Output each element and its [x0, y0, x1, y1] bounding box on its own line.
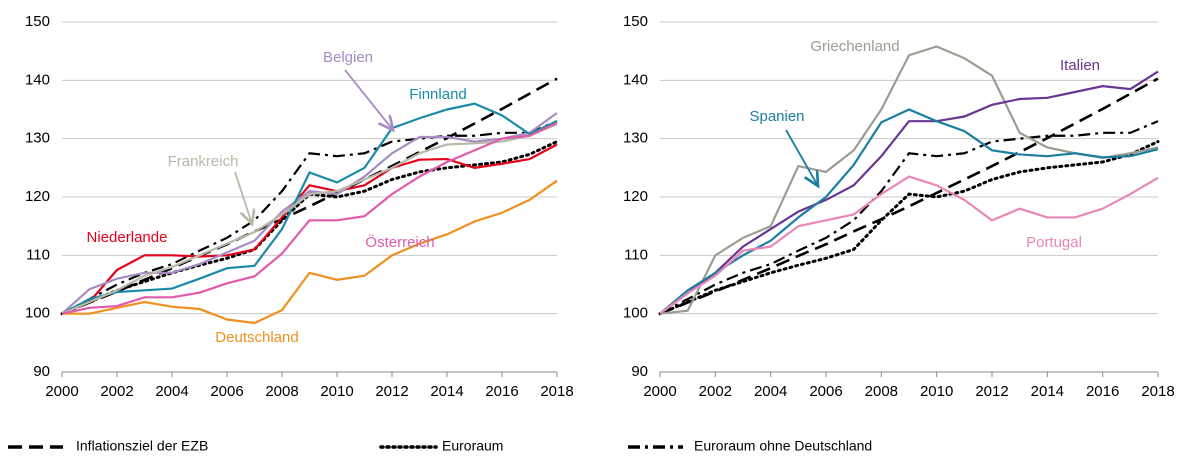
series-label: Niederlande [87, 229, 168, 246]
x-tick-label: 2012 [975, 383, 1008, 400]
label-arrow [785, 129, 818, 186]
legend-label: Euroraum [442, 438, 503, 454]
series-line [61, 112, 558, 315]
series-line [61, 143, 558, 315]
series-label: Frankreich [168, 153, 239, 170]
legend-label: Inflationsziel der EZB [76, 438, 208, 454]
series-line [659, 70, 1159, 315]
series-label: Österreich [365, 233, 434, 251]
x-tick-label: 2014 [430, 383, 463, 400]
x-tick-label: 2018 [1141, 383, 1174, 400]
x-tick-label: 2016 [1086, 383, 1119, 400]
y-tick-label: 110 [26, 246, 50, 263]
series-line [61, 102, 558, 315]
y-tick-label: 100 [25, 305, 50, 322]
x-tick-label: 2004 [155, 383, 188, 400]
series-line [659, 45, 1159, 315]
y-tick-label: 90 [631, 363, 648, 380]
series-line [659, 108, 1159, 315]
y-tick-label: 130 [25, 130, 50, 147]
x-tick-label: 2016 [485, 383, 518, 400]
y-tick-label: 150 [623, 13, 648, 30]
y-tick-label: 110 [624, 246, 648, 263]
x-tick-label: 2000 [643, 383, 676, 400]
y-tick-label: 140 [623, 71, 648, 88]
x-tick-label: 2014 [1031, 383, 1064, 400]
series-line [659, 175, 1159, 315]
label-arrow [234, 171, 252, 224]
series-line [61, 77, 558, 315]
series-line [658, 140, 1160, 316]
x-tick-label: 2010 [320, 383, 353, 400]
x-tick-label: 2002 [100, 383, 133, 400]
series-label: Spanien [749, 108, 804, 125]
label-arrow [344, 69, 393, 130]
x-tick-label: 2018 [540, 383, 573, 400]
series-line [62, 179, 558, 325]
series-line [659, 120, 1159, 315]
x-tick-label: 2006 [210, 383, 243, 400]
series-label: Griechenland [810, 38, 899, 55]
series-line [659, 77, 1159, 315]
y-tick-label: 140 [25, 71, 50, 88]
series-line [61, 123, 558, 315]
y-tick-label: 90 [33, 363, 50, 380]
x-tick-label: 2008 [265, 383, 298, 400]
y-tick-label: 120 [623, 188, 648, 205]
legend-label: Euroraum ohne Deutschland [694, 438, 872, 454]
series-label: Portugal [1026, 234, 1082, 251]
series-label: Belgien [323, 49, 373, 66]
y-tick-label: 130 [623, 130, 648, 147]
series-line [61, 121, 558, 315]
x-tick-label: 2004 [754, 383, 787, 400]
x-tick-label: 2012 [375, 383, 408, 400]
y-tick-label: 150 [25, 13, 50, 30]
series-label: Italien [1060, 57, 1100, 74]
x-tick-label: 2006 [809, 383, 842, 400]
y-tick-label: 100 [623, 305, 648, 322]
x-tick-label: 2000 [45, 383, 78, 400]
series-label: Deutschland [215, 329, 298, 346]
x-tick-label: 2010 [920, 383, 953, 400]
series-label: Finnland [409, 86, 467, 103]
y-tick-label: 120 [25, 188, 50, 205]
x-tick-label: 2002 [699, 383, 732, 400]
x-tick-label: 2008 [865, 383, 898, 400]
